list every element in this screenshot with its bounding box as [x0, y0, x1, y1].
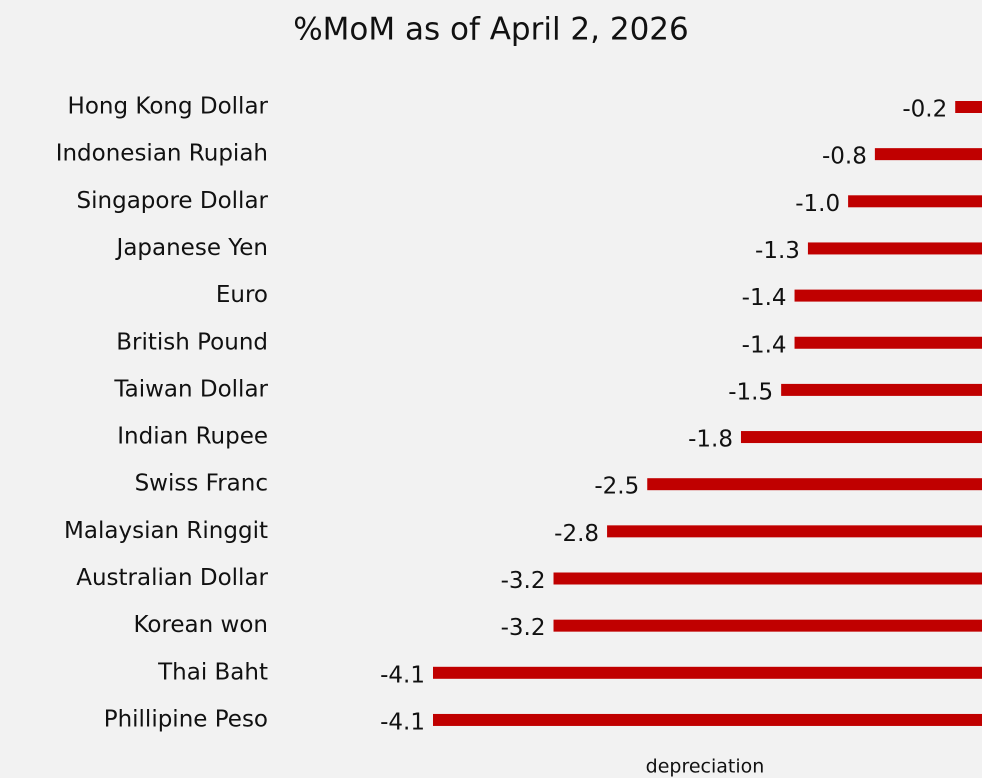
category-label: Taiwan Dollar — [113, 376, 268, 402]
data-label: -4.1 — [380, 662, 425, 688]
category-label: Hong Kong Dollar — [68, 94, 269, 120]
category-label: Australian Dollar — [76, 565, 268, 591]
category-label: Phillipine Peso — [104, 706, 268, 732]
data-label: -0.8 — [822, 144, 867, 170]
bar — [740, 431, 982, 444]
bar — [794, 336, 982, 349]
category-label: Indonesian Rupiah — [56, 141, 268, 167]
data-label: -2.5 — [594, 474, 639, 500]
data-label: -2.8 — [554, 521, 599, 547]
bar — [955, 101, 982, 113]
data-label: -1.4 — [742, 285, 787, 311]
bar — [848, 195, 982, 208]
bar — [794, 289, 982, 302]
bar — [433, 666, 982, 679]
data-label: -3.2 — [501, 615, 546, 641]
category-label: Thai Baht — [157, 659, 268, 685]
category-label: British Pound — [116, 329, 268, 355]
category-label: Euro — [216, 282, 268, 308]
bar — [807, 242, 982, 255]
bar — [874, 148, 982, 161]
category-label: Japanese Yen — [115, 235, 268, 261]
bar — [433, 713, 982, 726]
data-label: -0.2 — [902, 97, 947, 123]
bar — [647, 478, 982, 491]
category-label: Swiss Franc — [135, 471, 268, 497]
bar — [781, 383, 982, 396]
data-label: -3.2 — [501, 568, 546, 594]
category-label: Korean won — [133, 612, 268, 638]
category-label: Indian Rupee — [117, 424, 268, 450]
annotation: depreciation — [646, 756, 765, 778]
data-label: -1.5 — [728, 379, 773, 405]
category-label: Singapore Dollar — [77, 188, 269, 214]
bar — [553, 572, 982, 585]
data-label: -4.1 — [380, 709, 425, 735]
category-label: Malaysian Ringgit — [64, 518, 268, 544]
data-label: -1.3 — [755, 238, 800, 264]
data-label: -1.4 — [742, 332, 787, 358]
data-label: -1.0 — [795, 191, 840, 217]
bar — [553, 619, 982, 632]
data-label: -1.8 — [688, 427, 733, 453]
bar — [607, 525, 982, 538]
chart-title: %MoM as of April 2, 2026 — [293, 12, 689, 48]
